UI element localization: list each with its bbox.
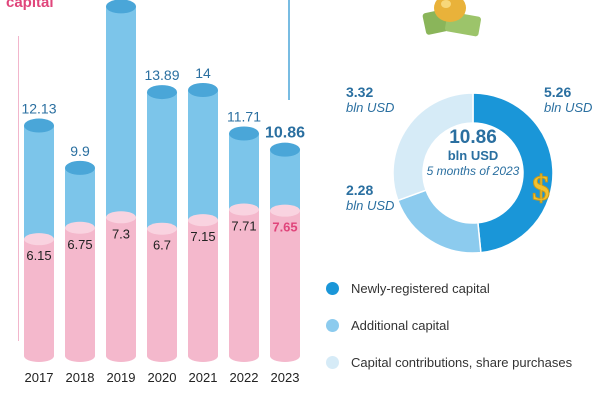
bar-disbursed-top [65,221,95,234]
total-value-label: 11.71 [227,109,261,125]
bar-disbursed-top [106,211,136,224]
bar-base [188,350,218,362]
legend-item-newly-registered: Newly-registered capital [326,270,596,307]
capital-heading: capital [6,0,54,11]
donut-slice [472,92,554,254]
x-tick-label: 2020 [148,370,177,385]
legend-item-contributions: Capital contributions, share purchases [326,344,596,381]
bar-total-top [147,85,177,100]
bar-disbursed [188,220,218,356]
slice-label-newly-registered: 5.26 bln USD [544,84,593,115]
donut-center-unit: bln USD [447,148,499,163]
bar-disbursed [270,210,300,356]
bar-disbursed-top [229,203,259,216]
legend-swatch [326,319,339,332]
donut-slice [396,189,482,254]
bar-disbursed-top [147,222,177,235]
total-value-label: 9.9 [70,143,90,159]
legend-swatch [326,282,339,295]
x-tick-label: 2022 [230,370,259,385]
disbursed-value-label: 7.3 [112,226,130,241]
donut-center-value: 10.86 [449,127,497,148]
total-value-label: 14 [195,65,211,81]
slice-label-contributions: 3.32 bln USD [346,84,395,115]
slice-label-additional: 2.28 bln USD [346,182,395,213]
disbursed-value-label: 7.15 [190,229,215,244]
bar-total-top [188,83,218,97]
bar-disbursed [229,209,259,356]
bar-disbursed-top [270,204,300,217]
total-value-label: 10.86 [265,125,305,142]
bar-total-top [24,118,54,133]
money-bag-icon [422,0,482,37]
bar-total-top [270,142,300,157]
bar-total-top [229,126,259,141]
donut-center-text: 10.86 bln USD 5 months of 2023 [418,128,528,179]
x-tick-label: 2021 [189,370,218,385]
bar-base [106,350,136,362]
legend-text: Additional capital [351,318,450,333]
x-tick-label: 2023 [271,370,300,385]
bar-base [65,350,95,362]
capital-donut-chart [392,92,554,254]
x-tick-label: 2018 [66,370,95,385]
bar-chart: 12.136.1520179.96.75201818.47.3201913.89… [21,0,305,385]
legend-item-additional: Additional capital [326,307,596,344]
donut-center-period: 5 months of 2023 [426,164,520,178]
bar-disbursed [24,239,54,356]
bar-disbursed [65,227,95,356]
legend-text: Newly-registered capital [351,281,490,296]
svg-text:$: $ [532,168,550,208]
bar-total-top [65,160,95,175]
legend-swatch [326,356,339,369]
legend: Newly-registered capital Additional capi… [326,270,596,381]
total-value-label: 13.89 [144,67,179,83]
disbursed-value-label: 7.65 [272,220,297,235]
x-tick-label: 2017 [25,370,54,385]
bar-disbursed-top [188,214,218,227]
donut-slice [392,92,474,202]
bar-disbursed [147,228,177,356]
bar-total-top [106,0,136,14]
x-tick-label: 2019 [107,370,136,385]
disbursed-value-label: 6.75 [67,237,92,252]
pink-bracket-line [18,36,19,341]
bar-base [270,350,300,362]
bar-disbursed [106,217,136,356]
dollar-sign-icon: $ [532,168,551,208]
bar-disbursed-top [24,233,54,246]
bar-base [229,350,259,362]
disbursed-value-label: 6.15 [26,248,51,263]
legend-text: Capital contributions, share purchases [351,355,573,370]
bar-base [147,350,177,362]
bar-base [24,350,54,362]
disbursed-value-label: 7.71 [231,219,256,234]
disbursed-value-label: 6.7 [153,238,171,253]
total-value-label: 12.13 [21,101,56,117]
